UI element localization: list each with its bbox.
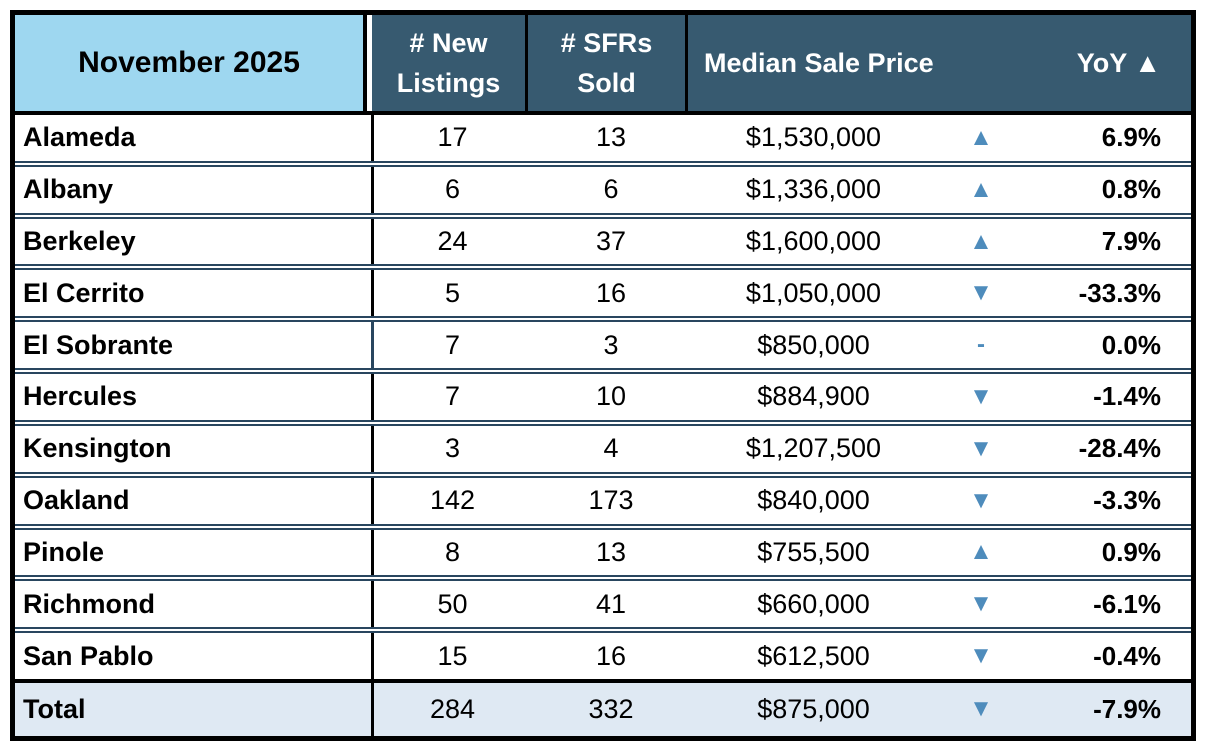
city-label: El Sobrante <box>15 322 374 369</box>
yoy-value: 0.0% <box>1101 329 1161 360</box>
city-label: Kensington <box>15 425 374 472</box>
new-listings-value: 7 <box>444 329 461 360</box>
sfrs-sold-value: 6 <box>603 174 619 205</box>
sfrs-sold-value: 3 <box>603 329 619 360</box>
trend-arrow-icon: ▼ <box>969 486 993 514</box>
median-price-value: $840,000 <box>757 485 870 516</box>
yoy-value: 0.9% <box>1101 536 1161 567</box>
yoy-value: -3.3% <box>1093 485 1161 516</box>
city-label: Hercules <box>15 374 374 420</box>
new-listings-value: 5 <box>444 277 461 308</box>
median-price-value: $1,336,000 <box>745 174 882 205</box>
table-row: Oakland 142 173 $840,000 ▼ -3.3% <box>15 471 1191 524</box>
total-new-listings-value: 284 <box>429 693 476 724</box>
new-listings-value: 15 <box>437 640 468 671</box>
trend-arrow-icon: ▼ <box>969 434 993 462</box>
new-listings-value: 50 <box>437 588 468 619</box>
new-listings-value: 7 <box>444 381 461 412</box>
median-price-value: $612,500 <box>757 640 870 671</box>
trend-arrow-icon: ▲ <box>969 538 993 566</box>
city-label: San Pablo <box>15 633 374 679</box>
total-row: Total 284 332 $875,000 ▼ -7.9% <box>15 678 1191 736</box>
city-label: Oakland <box>15 477 374 524</box>
trend-arrow-icon: ▼ <box>969 695 993 723</box>
table-row: Hercules 7 10 $884,900 ▼ -1.4% <box>15 368 1191 420</box>
new-listings-value: 24 <box>437 226 468 257</box>
column-header-median-price: Median Sale Price <box>704 47 934 78</box>
yoy-value: -28.4% <box>1078 433 1161 464</box>
city-label: Albany <box>15 166 374 213</box>
table-row: Richmond 50 41 $660,000 ▼ -6.1% <box>15 575 1191 628</box>
yoy-value: 0.8% <box>1101 174 1161 205</box>
city-label: Pinole <box>15 529 374 576</box>
column-header-price-yoy: Median Sale Price YoY ▲ <box>688 15 1191 111</box>
city-label: El Cerrito <box>15 270 374 317</box>
trend-flat-icon: - <box>977 331 985 359</box>
new-listings-value: 3 <box>444 433 461 464</box>
new-listings-value: 6 <box>444 174 461 205</box>
yoy-value: -6.1% <box>1093 588 1161 619</box>
city-label: Alameda <box>15 115 374 161</box>
table-row: San Pablo 15 16 $612,500 ▼ -0.4% <box>15 627 1191 679</box>
total-median-price-value: $875,000 <box>757 693 870 724</box>
total-yoy-value: -7.9% <box>1093 693 1161 724</box>
median-price-value: $1,530,000 <box>745 122 882 153</box>
median-price-value: $1,600,000 <box>745 226 882 257</box>
trend-arrow-icon: ▼ <box>969 382 993 410</box>
sfrs-sold-value: 41 <box>595 588 627 619</box>
trend-arrow-icon: ▲ <box>969 123 993 151</box>
yoy-value: -1.4% <box>1093 381 1161 412</box>
column-header-sfrs-sold: # SFRs Sold <box>528 15 688 111</box>
header-gap <box>367 15 372 111</box>
median-price-value: $1,207,500 <box>745 433 882 464</box>
trend-arrow-icon: ▼ <box>969 279 993 307</box>
median-price-value: $660,000 <box>757 588 870 619</box>
table-row: Kensington 3 4 $1,207,500 ▼ -28.4% <box>15 419 1191 472</box>
sfrs-sold-value: 13 <box>595 536 627 567</box>
trend-arrow-icon: ▼ <box>969 590 993 618</box>
month-title: November 2025 <box>15 15 367 111</box>
sfrs-sold-value: 16 <box>595 277 627 308</box>
yoy-value: -33.3% <box>1078 277 1161 308</box>
new-listings-value: 8 <box>444 536 461 567</box>
table-row: El Cerrito 5 16 $1,050,000 ▼ -33.3% <box>15 264 1191 317</box>
table-row: Berkeley 24 37 $1,600,000 ▲ 7.9% <box>15 212 1191 265</box>
yoy-value: 6.9% <box>1101 122 1161 153</box>
trend-arrow-icon: ▲ <box>969 175 993 203</box>
sfrs-sold-value: 10 <box>595 381 627 412</box>
trend-arrow-icon: ▲ <box>969 227 993 255</box>
table-row: Pinole 8 13 $755,500 ▲ 0.9% <box>15 523 1191 576</box>
market-stats-table: November 2025 # New Listings # SFRs Sold… <box>10 10 1196 741</box>
sfrs-sold-value: 37 <box>595 226 627 257</box>
total-sfrs-sold-value: 332 <box>588 693 634 724</box>
column-header-new-listings: # New Listings <box>372 15 528 111</box>
median-price-value: $884,900 <box>757 381 870 412</box>
sfrs-sold-value: 16 <box>595 640 627 671</box>
median-price-value: $850,000 <box>757 329 870 360</box>
sfrs-sold-value: 13 <box>595 122 627 153</box>
total-label: Total <box>15 682 374 736</box>
median-price-value: $755,500 <box>757 536 870 567</box>
table-header-row: November 2025 # New Listings # SFRs Sold… <box>15 15 1191 115</box>
table-row: El Sobrante 7 3 $850,000 - 0.0% <box>15 316 1191 369</box>
city-label: Richmond <box>15 581 374 628</box>
new-listings-value: 17 <box>437 122 468 153</box>
yoy-value: 7.9% <box>1101 226 1161 257</box>
sfrs-sold-value: 4 <box>603 433 619 464</box>
new-listings-value: 142 <box>429 485 476 516</box>
sfrs-sold-value: 173 <box>588 485 634 516</box>
city-label: Berkeley <box>15 218 374 265</box>
median-price-value: $1,050,000 <box>745 277 882 308</box>
trend-arrow-icon: ▼ <box>969 642 993 670</box>
table-row: Albany 6 6 $1,336,000 ▲ 0.8% <box>15 160 1191 213</box>
table-row: Alameda 17 13 $1,530,000 ▲ 6.9% <box>15 115 1191 161</box>
yoy-value: -0.4% <box>1093 640 1161 671</box>
column-header-yoy: YoY ▲ <box>1076 47 1161 78</box>
